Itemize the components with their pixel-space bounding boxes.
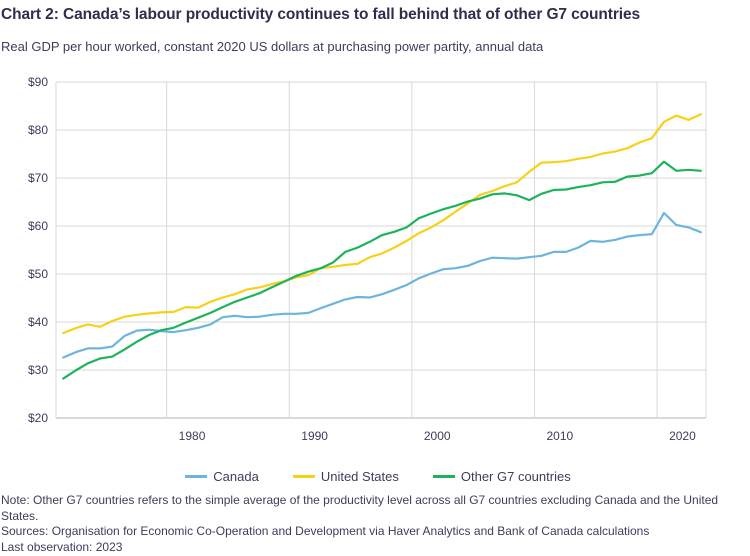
legend-label-united-states: United States [320, 469, 399, 484]
legend-swatch-canada [185, 475, 208, 478]
legend-item-other-g7[interactable]: Other G7 countries [427, 469, 571, 484]
legend-label-other-g7: Other G7 countries [460, 469, 571, 484]
legend-item-united-states[interactable]: United States [287, 469, 399, 484]
y-tick-label: $40 [28, 315, 48, 329]
series-line-canada [62, 211, 702, 359]
legend-swatch-united-states [292, 475, 315, 478]
legend: Canada United States Other G7 countries [0, 469, 750, 484]
series-lines [62, 113, 702, 380]
x-axis-tick-labels: 1980 1990 2000 2010 2020 [179, 429, 696, 443]
y-tick-label: $50 [28, 267, 48, 281]
x-tick-label: 1980 [179, 429, 206, 443]
y-tick-label: $60 [28, 219, 48, 233]
line-chart: $20 $30 $40 $50 $60 $70 $80 $90 1980 1990 2000 201… [28, 75, 707, 443]
series-line-other-g7-countries [62, 160, 702, 380]
last-observation-text: Last observation: 2023 [1, 539, 123, 554]
chart-subtitle: Real GDP per hour worked, constant 2020 … [1, 39, 544, 54]
y-tick-label: $30 [28, 363, 48, 377]
note-text: Note: Other G7 countries refers to the s… [1, 493, 719, 523]
legend-swatch-other-g7 [432, 475, 455, 478]
vertical-gridlines [166, 82, 658, 418]
sources-text: Sources: Organisation for Economic Co-Op… [1, 524, 650, 538]
y-axis-tick-labels: $20 $30 $40 $50 $60 $70 $80 $90 [28, 75, 48, 425]
horizontal-gridlines [56, 81, 706, 419]
y-tick-label: $90 [28, 75, 48, 89]
y-tick-label: $20 [28, 411, 48, 425]
y-tick-label: $80 [28, 123, 48, 137]
x-tick-label: 1990 [301, 429, 328, 443]
x-tick-label: 2010 [546, 429, 573, 443]
legend-label-canada: Canada [213, 469, 259, 484]
chart-title: Chart 2: Canada’s labour productivity co… [1, 6, 641, 23]
plot-frame [55, 82, 707, 418]
footnotes: Note: Other G7 countries refers to the s… [1, 493, 747, 555]
x-tick-label: 2000 [424, 429, 451, 443]
legend-item-canada[interactable]: Canada [179, 469, 259, 484]
series-line-united-states [62, 113, 702, 335]
x-tick-label: 2020 [669, 429, 696, 443]
y-tick-label: $70 [28, 171, 48, 185]
